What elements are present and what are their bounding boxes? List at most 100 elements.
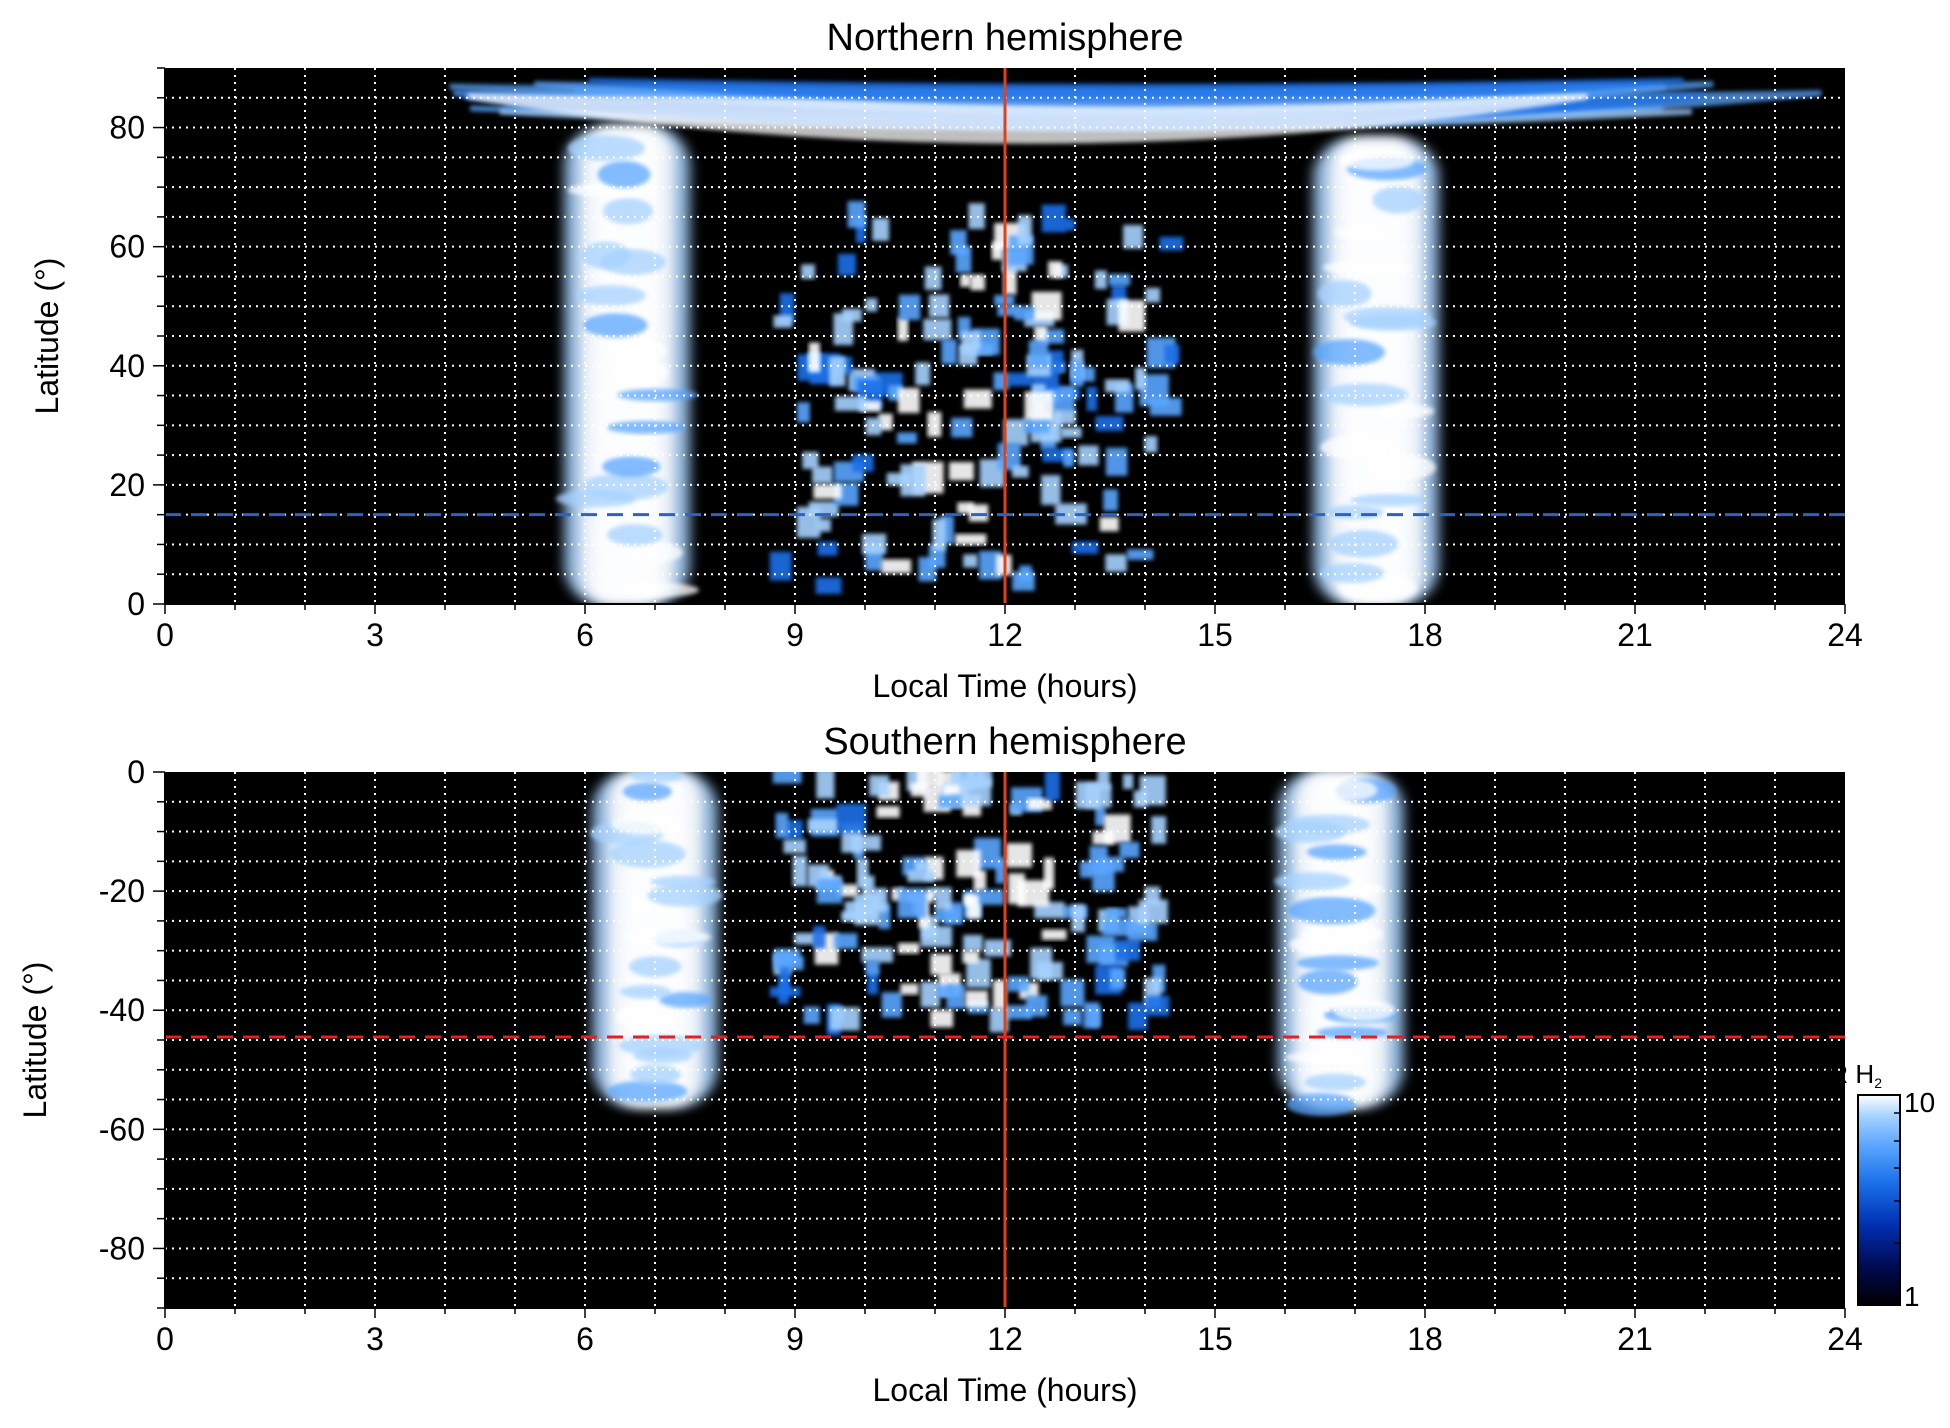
north-patch [932, 519, 946, 551]
south-xlabel: Local Time (hours) [873, 1372, 1138, 1408]
south-patch [1102, 918, 1133, 937]
south-patch [816, 772, 835, 799]
south-patch [867, 971, 879, 995]
north-patch [949, 462, 974, 481]
south-x-tick-label: 3 [366, 1321, 384, 1357]
south-patch [862, 875, 875, 903]
south-patch [900, 983, 919, 995]
south-band-0-streak [615, 1004, 673, 1029]
south-band-1-streak [1333, 999, 1395, 1022]
south-patch [897, 887, 927, 919]
north-band-0-streak [567, 135, 646, 162]
north-patch [1078, 445, 1099, 466]
south-patch [851, 834, 882, 851]
north-polar-arc [467, 93, 1588, 144]
south-patch [861, 947, 894, 963]
south-patch [794, 932, 817, 945]
south-patch [1075, 781, 1101, 809]
south-band-0-streak [610, 814, 684, 835]
colorbar-max-label: 10 [1904, 1087, 1935, 1118]
north-patch [773, 315, 793, 328]
north-patch [963, 554, 978, 568]
north-band-0-streak [602, 197, 653, 225]
north-patch [950, 230, 967, 255]
north-patch [1063, 218, 1076, 231]
north-patch [1017, 215, 1032, 246]
north-patch [997, 305, 1018, 317]
south-y-tick-label: -60 [99, 1111, 145, 1147]
north-patch [1095, 416, 1124, 432]
north-patch [924, 266, 942, 290]
north-band-0-streak [607, 420, 686, 434]
north-patch [1003, 266, 1017, 295]
north-patch [1118, 300, 1145, 332]
north-patch [955, 533, 987, 545]
south-patch [962, 950, 980, 964]
south-patch [1006, 1005, 1032, 1020]
north-patch [802, 451, 819, 469]
south-patch [907, 870, 935, 883]
south-title: Southern hemisphere [823, 721, 1186, 763]
north-patch [1105, 379, 1130, 393]
south-patch [1122, 773, 1134, 789]
south-patch [984, 939, 1012, 957]
north-patch [1145, 287, 1161, 303]
north-patch [852, 454, 874, 472]
north-patch [1023, 418, 1050, 434]
north-band-1-streak [1343, 306, 1432, 328]
north-band-1-streak [1334, 226, 1389, 240]
south-patch [1151, 816, 1167, 844]
south-patch [783, 839, 806, 854]
north-panel: Northern hemisphere 0 3 6 9 12 15 18 21 24 0 20 40 6… [29, 17, 1863, 704]
north-patch [1094, 270, 1107, 289]
south-patch [876, 806, 900, 818]
north-band-0-streak [581, 473, 669, 501]
north-patch [862, 533, 887, 555]
north-patch [878, 413, 893, 431]
south-band-1-streak [1306, 844, 1367, 860]
south-y-tick-label: 0 [127, 754, 145, 790]
south-patch [803, 1006, 820, 1024]
north-patch [1041, 204, 1066, 233]
north-patch [961, 331, 981, 350]
north-band-0-streak [608, 338, 667, 363]
north-patch [865, 417, 882, 436]
south-patch [1128, 1002, 1148, 1030]
north-patch [915, 362, 931, 386]
south-patch [1113, 939, 1141, 961]
north-axes: 0 3 6 9 12 15 18 21 24 0 20 40 60 80 [109, 67, 1863, 653]
south-patch [966, 958, 991, 988]
north-patch [855, 216, 867, 244]
north-y-tick-label: 40 [109, 348, 145, 384]
south-patch [1006, 843, 1032, 868]
south-x-tick-label: 21 [1617, 1321, 1653, 1357]
south-patch [1099, 856, 1125, 872]
south-patch [1079, 861, 1094, 878]
north-y-tick-label: 60 [109, 229, 145, 265]
north-patch [817, 541, 838, 556]
north-y-tick-label: 80 [109, 110, 145, 146]
north-patch [834, 396, 866, 411]
north-patch [928, 294, 950, 318]
north-patch [1055, 503, 1087, 525]
south-patch [936, 985, 955, 997]
north-patch [1070, 360, 1084, 387]
north-patch [951, 417, 973, 438]
south-patch [829, 1007, 860, 1031]
south-x-tick-label: 0 [156, 1321, 174, 1357]
north-x-tick-label: 24 [1827, 617, 1863, 653]
south-patch [1127, 922, 1158, 941]
north-band-1-streak [1322, 260, 1413, 276]
north-patch [958, 344, 978, 366]
north-patch [801, 264, 815, 279]
north-patch [1053, 410, 1076, 425]
north-patch [847, 201, 866, 228]
north-patch [898, 294, 921, 320]
north-patch [859, 400, 881, 412]
north-patch [833, 313, 854, 346]
south-patch [1043, 857, 1055, 890]
south-band-1-streak [1274, 872, 1351, 891]
north-y-tick-label: 20 [109, 467, 145, 503]
north-patch [815, 577, 842, 595]
